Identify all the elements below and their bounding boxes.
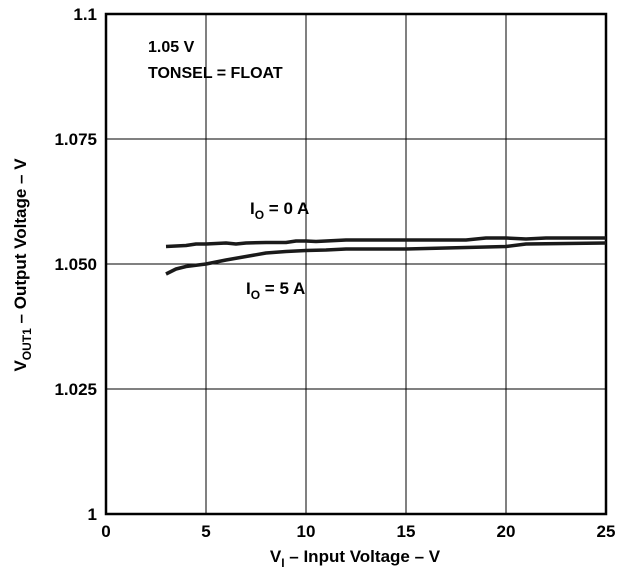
- y-tick-label: 1.1: [73, 5, 97, 24]
- x-tick-label: 25: [597, 522, 616, 541]
- x-tick-label: 0: [101, 522, 110, 541]
- x-tick-label: 20: [497, 522, 516, 541]
- annotation-tonsel: TONSEL = FLOAT: [148, 65, 283, 82]
- series-lines: [165, 236, 607, 276]
- y-axis-title: VOUT1 – Output Voltage – V: [11, 158, 34, 372]
- x-tick-label: 15: [397, 522, 416, 541]
- grid: [106, 14, 606, 514]
- y-tick-label: 1: [88, 505, 97, 524]
- series-line-1: [165, 241, 607, 276]
- y-tick-label: 1.025: [54, 380, 97, 399]
- y-tick-labels: 1 1.025 1.050 1.075 1.1: [54, 5, 97, 524]
- y-tick-label: 1.075: [54, 130, 97, 149]
- x-axis-title: VI – Input Voltage – V: [270, 547, 441, 570]
- x-tick-labels: 0 5 10 15 20 25: [101, 522, 615, 541]
- annotation-voltage: 1.05 V: [148, 39, 195, 56]
- series-label-io-5a: IO = 5 A: [246, 279, 305, 302]
- x-tick-label: 5: [201, 522, 210, 541]
- x-tick-label: 10: [297, 522, 316, 541]
- series-line-0: [165, 236, 606, 249]
- series-label-io-0a: IO = 0 A: [250, 199, 309, 222]
- y-tick-label: 1.050: [54, 255, 97, 274]
- plot-frame: [104, 12, 608, 516]
